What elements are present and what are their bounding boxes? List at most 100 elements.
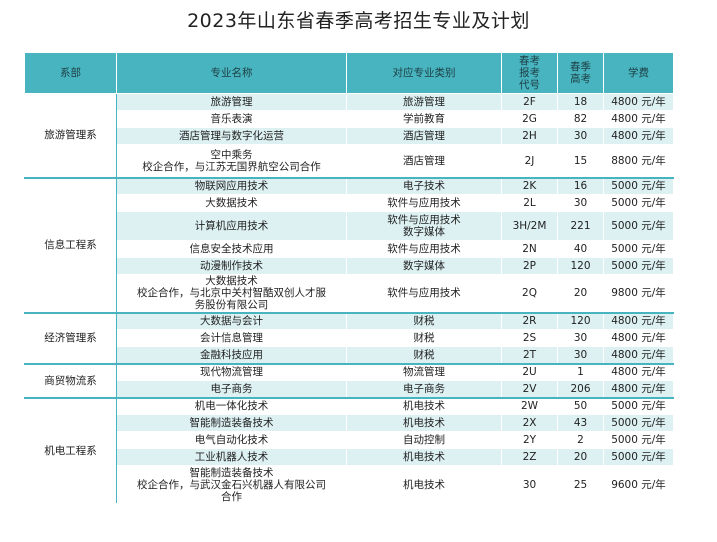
major-cell: 酒店管理与数字化运营 (116, 127, 347, 145)
fee-cell: 4800 元/年 (603, 110, 674, 128)
category-cell: 数字媒体 (346, 257, 502, 275)
major-cell: 大数据与会计 (116, 311, 347, 330)
table-row: 大数据技术 软件与应用技术 2L 30 5000 元/年 (25, 194, 674, 212)
major-cell: 会计信息管理 (116, 329, 347, 347)
quota-cell: 30 (557, 194, 604, 212)
header-category: 对应专业类别 (346, 52, 502, 94)
quota-cell: 20 (557, 274, 604, 313)
code-cell: 2T (501, 346, 558, 364)
table-row: 机电工程系 机电一体化技术 机电技术 2W 50 5000 元/年 (24, 396, 674, 504)
table-row: 电子商务 电子商务 2V 206 4800 元/年 (25, 380, 674, 398)
category-cell: 酒店管理 (346, 127, 502, 145)
quota-cell: 2 (557, 431, 604, 449)
page-title: 2023年山东省春季高考招生专业及计划 (187, 10, 530, 32)
header-quota: 春季 高考 (557, 52, 604, 94)
fee-cell: 9600 元/年 (603, 465, 674, 504)
category-cell: 电子商务 (346, 380, 502, 398)
table-row: 空中乘务 校企合作，与江苏无国界航空公司合作 酒店管理 2J 15 8800 元/年 (25, 144, 674, 178)
department-cell: 信息工程系 (24, 176, 117, 313)
department-cell: 商贸物流系 (24, 362, 117, 398)
fee-cell: 5000 元/年 (603, 194, 674, 212)
major-cell: 动漫制作技术 (116, 257, 347, 275)
fee-cell: 4800 元/年 (603, 346, 674, 364)
category-cell: 机电技术 (346, 465, 502, 504)
fee-cell: 5000 元/年 (603, 211, 674, 241)
enrollment-plan-table: 系部 专业名称 对应专业类别 春考 报考 代号 春季 高考 学费 旅游管理系 旅游… (24, 52, 674, 504)
category-cell: 软件与应用技术 (346, 240, 502, 258)
code-cell: 2N (501, 240, 558, 258)
code-cell: 2P (501, 257, 558, 275)
code-cell: 2K (501, 176, 558, 195)
fee-cell: 4800 元/年 (603, 380, 674, 398)
fee-cell: 5000 元/年 (603, 176, 674, 195)
major-cell: 大数据技术 (116, 194, 347, 212)
major-cell: 现代物流管理 (116, 362, 347, 381)
major-cell: 工业机器人技术 (116, 448, 347, 466)
code-cell: 2U (501, 362, 558, 381)
fee-cell: 9800 元/年 (603, 274, 674, 313)
header-code: 春考 报考 代号 (501, 52, 558, 94)
table-header-row: 系部 专业名称 对应专业类别 春考 报考 代号 春季 高考 学费 (24, 52, 674, 94)
table-row: 智能制造装备技术 机电技术 2X 43 5000 元/年 (25, 414, 674, 432)
header-fee: 学费 (603, 52, 674, 94)
category-cell: 机电技术 (346, 414, 502, 432)
department-cell: 旅游管理系 (24, 93, 117, 178)
fee-cell: 5000 元/年 (603, 448, 674, 466)
table-row: 金融科技应用 财税 2T 30 4800 元/年 (25, 346, 674, 364)
header-major: 专业名称 (116, 52, 347, 94)
category-cell: 电子技术 (346, 176, 502, 195)
fee-cell: 4800 元/年 (603, 329, 674, 347)
quota-cell: 1 (557, 362, 604, 381)
table-row: 会计信息管理 财税 2S 30 4800 元/年 (25, 329, 674, 347)
major-cell: 机电一体化技术 (116, 396, 347, 415)
table-row: 商贸物流系 现代物流管理 物流管理 2U 1 4800 元/年 (24, 362, 674, 398)
major-cell: 电子商务 (116, 380, 347, 398)
fee-cell: 4800 元/年 (603, 311, 674, 330)
major-cell: 物联网应用技术 (116, 176, 347, 195)
code-cell: 2H (501, 127, 558, 145)
major-cell: 电气自动化技术 (116, 431, 347, 449)
department-cell: 经济管理系 (24, 311, 117, 364)
major-cell: 信息安全技术应用 (116, 240, 347, 258)
quota-cell: 221 (557, 211, 604, 241)
major-cell: 智能制造装备技术 校企合作，与武汉金石兴机器人有限公司 合作 (116, 465, 347, 504)
code-cell: 2Y (501, 431, 558, 449)
code-cell: 30 (501, 465, 558, 504)
fee-cell: 5000 元/年 (603, 431, 674, 449)
code-cell: 2Q (501, 274, 558, 313)
table-row: 信息安全技术应用 软件与应用技术 2N 40 5000 元/年 (25, 240, 674, 258)
category-cell: 自动控制 (346, 431, 502, 449)
major-cell: 旅游管理 (116, 93, 347, 111)
table-row: 旅游管理系 旅游管理 旅游管理 2F 18 4800 元/年 (24, 93, 674, 178)
table-row: 计算机应用技术 软件与应用技术 数字媒体 3H/2M 221 5000 元/年 (25, 211, 674, 241)
category-cell: 财税 (346, 346, 502, 364)
quota-cell: 120 (557, 311, 604, 330)
table-row: 动漫制作技术 数字媒体 2P 120 5000 元/年 (25, 257, 674, 275)
quota-cell: 30 (557, 127, 604, 145)
fee-cell: 4800 元/年 (603, 93, 674, 111)
table-row: 智能制造装备技术 校企合作，与武汉金石兴机器人有限公司 合作 机电技术 30 25 96… (25, 465, 674, 504)
table-row: 经济管理系 大数据与会计 财税 2R 120 4800 元/年 (24, 311, 674, 364)
code-cell: 2J (501, 144, 558, 178)
quota-cell: 120 (557, 257, 604, 275)
fee-cell: 5000 元/年 (603, 414, 674, 432)
quota-cell: 40 (557, 240, 604, 258)
table-row: 酒店管理与数字化运营 酒店管理 2H 30 4800 元/年 (25, 127, 674, 145)
quota-cell: 206 (557, 380, 604, 398)
code-cell: 2Z (501, 448, 558, 466)
code-cell: 2W (501, 396, 558, 415)
table-body: 旅游管理系 旅游管理 旅游管理 2F 18 4800 元/年 音乐表演 学前教育 2G 82 480… (24, 93, 674, 504)
category-cell: 学前教育 (346, 110, 502, 128)
fee-cell: 4800 元/年 (603, 362, 674, 381)
quota-cell: 50 (557, 396, 604, 415)
category-cell: 酒店管理 (346, 144, 502, 178)
header-department: 系部 (24, 52, 117, 94)
category-cell: 财税 (346, 311, 502, 330)
code-cell: 3H/2M (501, 211, 558, 241)
quota-cell: 43 (557, 414, 604, 432)
fee-cell: 4800 元/年 (603, 127, 674, 145)
quota-cell: 30 (557, 329, 604, 347)
code-cell: 2R (501, 311, 558, 330)
category-cell: 软件与应用技术 数字媒体 (346, 211, 502, 241)
category-cell: 软件与应用技术 (346, 274, 502, 313)
